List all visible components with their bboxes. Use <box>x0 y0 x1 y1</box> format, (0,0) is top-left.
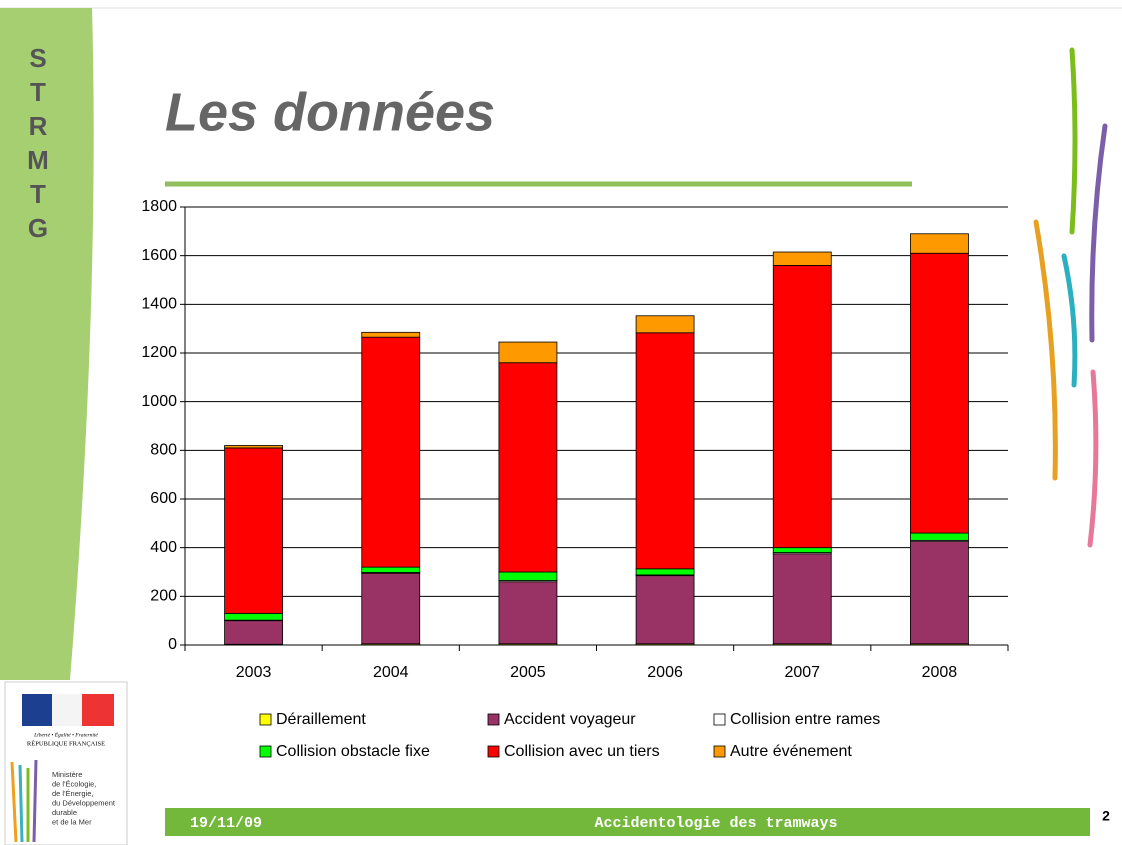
sidebar-letter: T <box>30 179 46 209</box>
legend-label: Accident voyageur <box>504 711 636 728</box>
arc <box>1033 219 1058 481</box>
legend-swatch <box>713 745 726 758</box>
bar-segment <box>224 612 283 621</box>
bar-segment <box>910 233 969 254</box>
legend-label: Déraillement <box>276 711 366 728</box>
x-tick-label: 2008 <box>922 664 958 681</box>
logo-ministry: de l'Écologie, <box>52 779 96 788</box>
bar-segment <box>498 362 558 573</box>
y-tick-label: 1800 <box>141 198 177 215</box>
logo-stroke <box>32 759 38 843</box>
logo-stroke <box>18 764 24 843</box>
logo <box>4 681 128 845</box>
sidebar-letter: S <box>29 43 46 73</box>
logo-ministry: de l'Énergie, <box>52 789 93 798</box>
arc <box>1087 369 1099 548</box>
sidebar-letter: R <box>29 111 48 141</box>
sidebar-letter: T <box>30 77 46 107</box>
arc <box>1089 123 1108 343</box>
legend-label: Collision avec un tiers <box>504 743 660 760</box>
logo-motto: Liberté • Égalité • Fraternité <box>33 730 98 738</box>
bar-segment <box>910 541 969 645</box>
bar-segment <box>224 620 283 645</box>
bar-segment <box>772 553 832 645</box>
legend-swatch <box>713 713 726 726</box>
logo-ministry: Ministère <box>52 770 82 779</box>
logo-ministry: du Développement <box>52 798 116 807</box>
bar-segment <box>772 547 832 553</box>
legend-swatch <box>487 745 500 758</box>
bar-segment <box>635 575 695 645</box>
footer-date: 19/11/09 <box>190 815 262 832</box>
bar-segment <box>224 447 283 614</box>
sidebar-letter: M <box>27 145 49 175</box>
bar-segment <box>498 571 558 581</box>
y-tick-label: 600 <box>150 490 177 507</box>
y-tick-label: 200 <box>150 588 177 605</box>
legend-label: Autre événement <box>730 743 852 760</box>
slide-title: Les données <box>165 82 495 142</box>
x-tick-label: 2006 <box>647 664 683 681</box>
y-tick-label: 400 <box>150 539 177 556</box>
flag-red <box>82 694 114 726</box>
bar-segment <box>772 251 832 266</box>
x-tick-label: 2005 <box>510 664 546 681</box>
arc <box>1061 253 1078 388</box>
sidebar <box>0 8 94 680</box>
x-tick-label: 2007 <box>784 664 820 681</box>
footer-bar <box>165 808 1090 836</box>
footer-title: Accidentologie des tramways <box>594 815 837 832</box>
x-tick-label: 2004 <box>373 664 409 681</box>
bar-segment <box>361 572 421 645</box>
bar-segment <box>498 341 558 364</box>
y-tick-label: 0 <box>168 636 177 653</box>
y-tick-label: 1200 <box>141 344 177 361</box>
legend-label: Collision obstacle fixe <box>276 743 430 760</box>
bar-segment <box>361 336 421 568</box>
bar-segment <box>361 566 421 573</box>
bar-segment <box>361 331 421 338</box>
logo-ministry: durable <box>52 808 77 817</box>
page-number: 2 <box>1102 808 1110 824</box>
bar-segment <box>224 445 283 449</box>
decor-arcs <box>1033 47 1108 548</box>
bar-segment <box>635 315 695 334</box>
logo-stroke <box>10 761 18 843</box>
bar-segment <box>910 532 969 541</box>
x-tick-label: 2003 <box>236 664 272 681</box>
logo-country: RÉPUBLIQUE FRANÇAISE <box>27 739 105 747</box>
legend-label: Collision entre rames <box>730 711 880 728</box>
flag-blue <box>22 694 52 726</box>
y-tick-label: 1400 <box>141 296 177 313</box>
bar-segment <box>635 332 695 570</box>
legend-swatch <box>487 713 500 726</box>
y-tick-label: 1600 <box>141 247 177 264</box>
y-tick-label: 1000 <box>141 393 177 410</box>
legend-swatch <box>259 745 272 758</box>
logo-ministry: et de la Mer <box>52 817 92 826</box>
arc <box>1069 47 1078 235</box>
bar-segment <box>910 252 969 534</box>
bar-segment <box>498 581 558 645</box>
legend-swatch <box>259 713 272 726</box>
sidebar-letter: G <box>28 213 48 243</box>
bar-segment <box>772 264 832 549</box>
y-tick-label: 800 <box>150 442 177 459</box>
bar-segment <box>635 568 695 576</box>
flag-white <box>52 694 82 726</box>
